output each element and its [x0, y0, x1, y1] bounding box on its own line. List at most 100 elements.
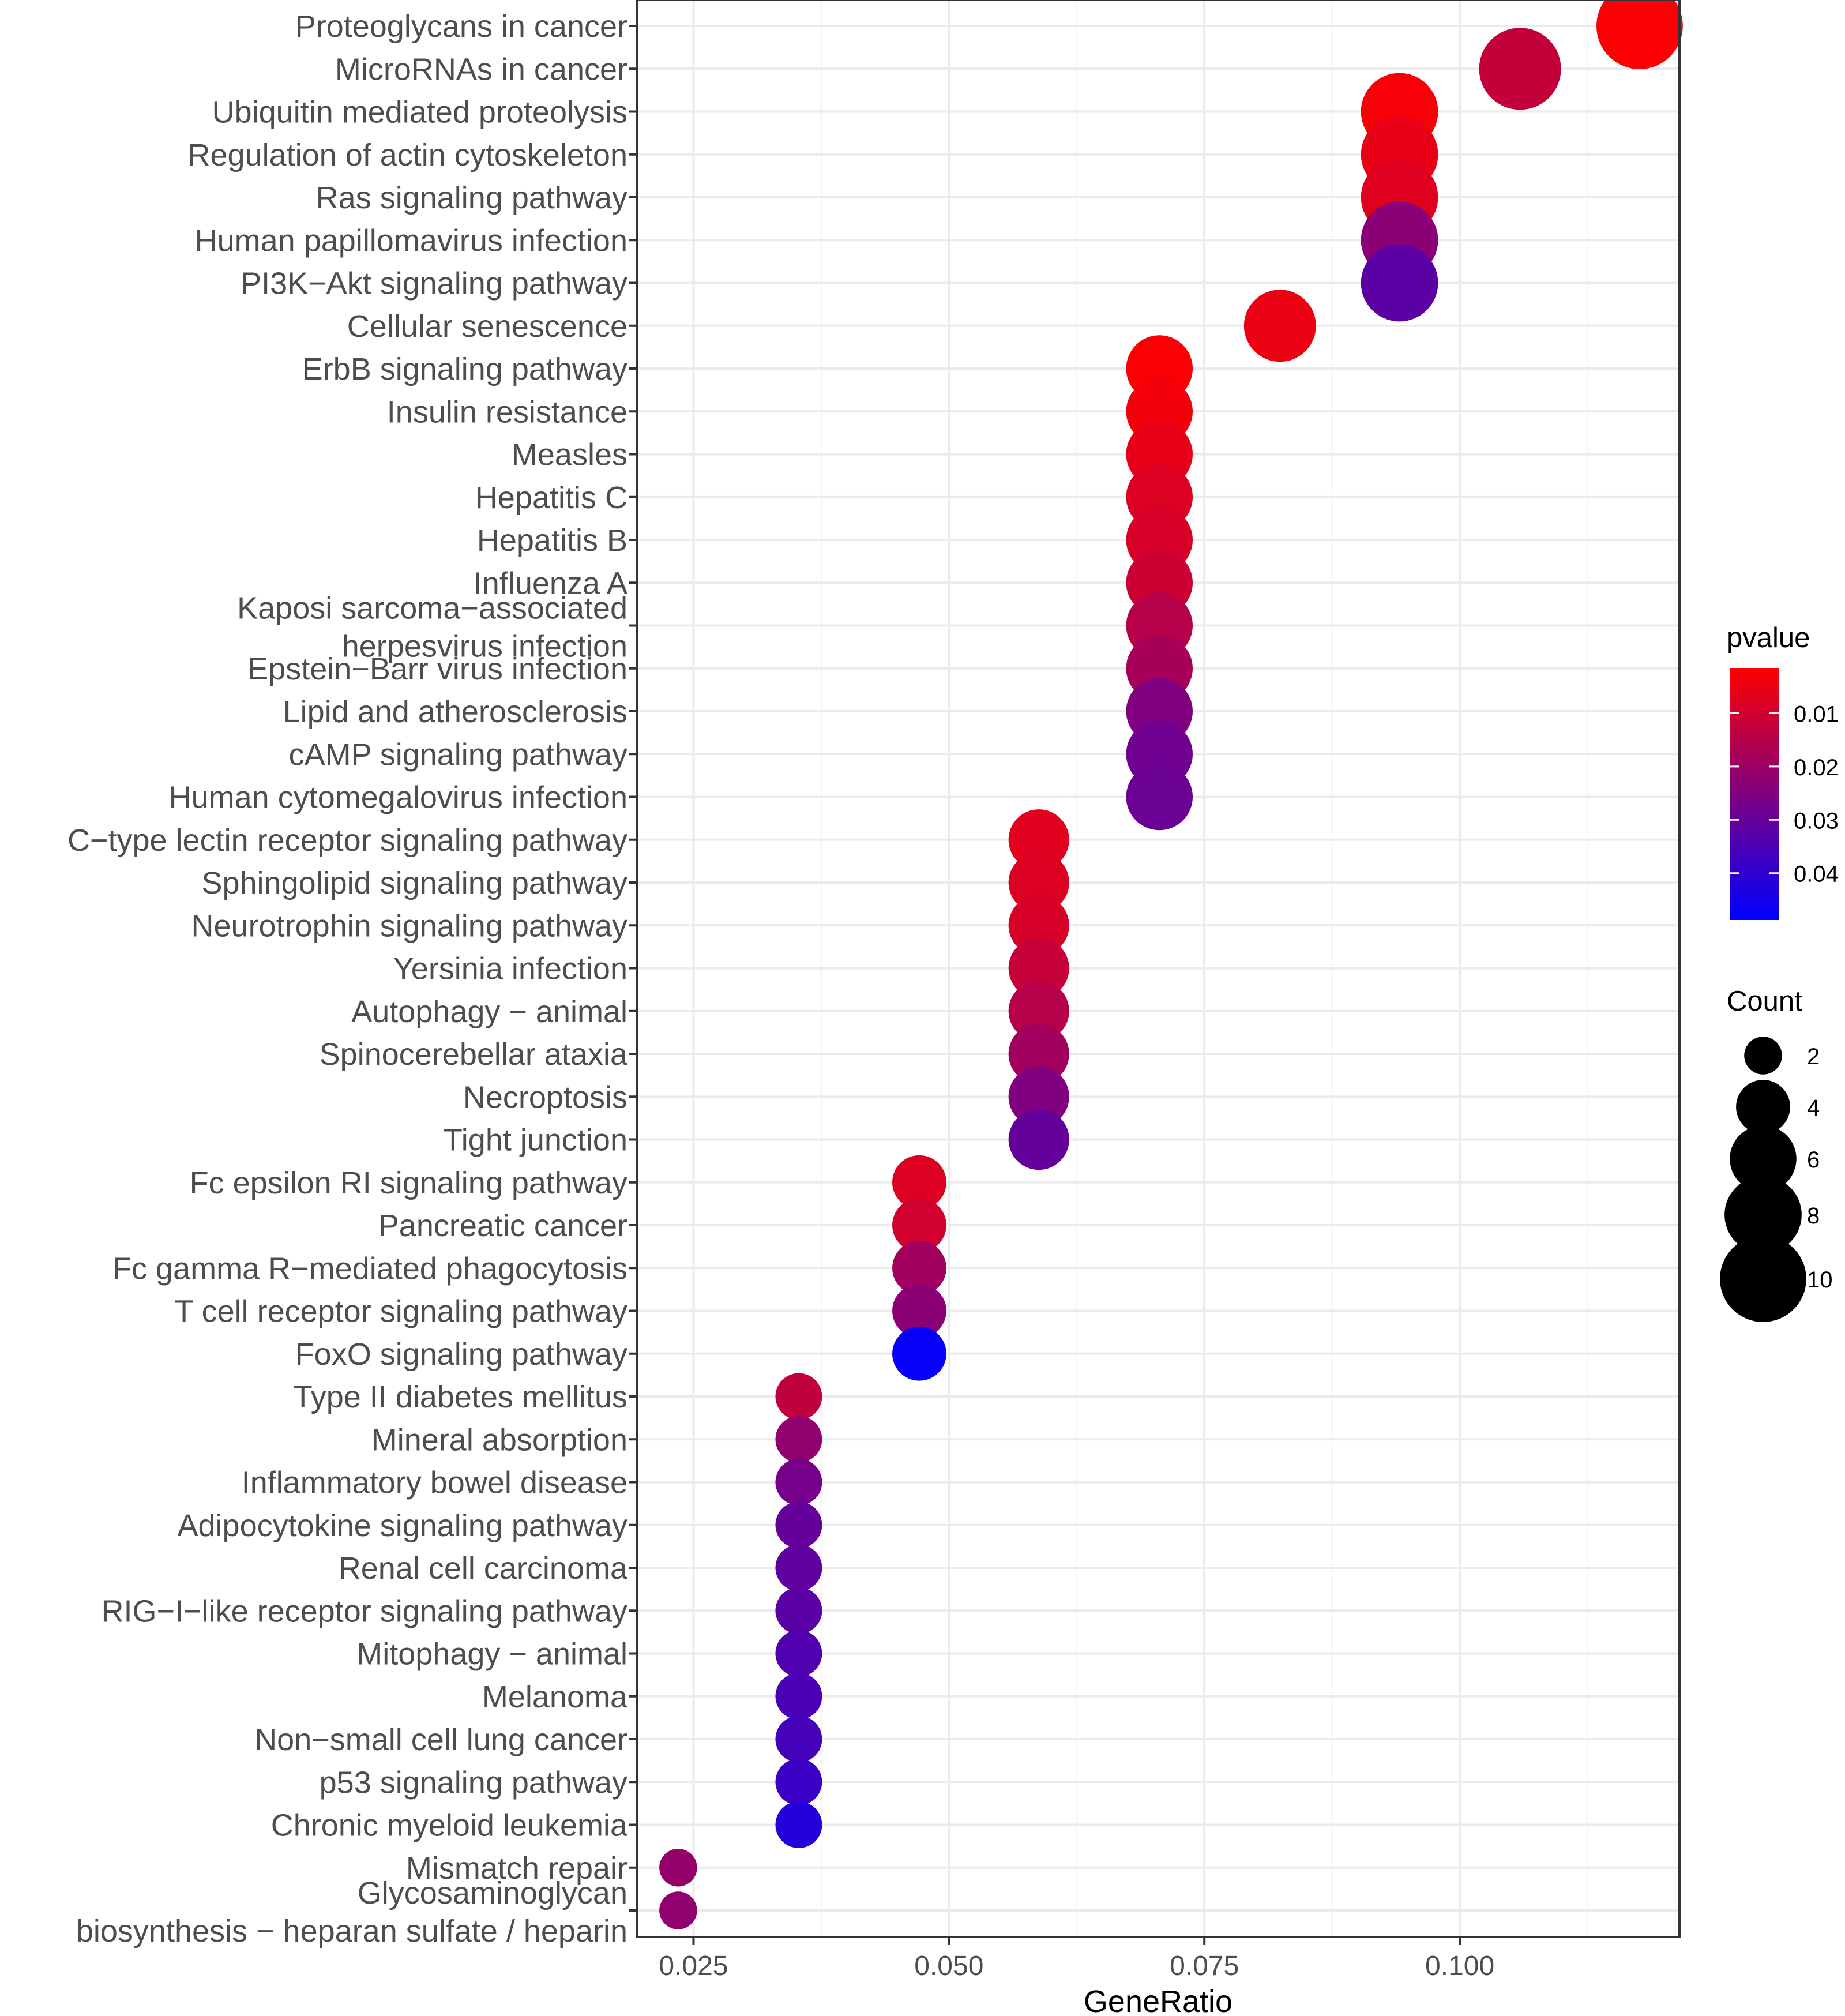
dot-point — [1008, 852, 1069, 913]
y-tick-label: Renal cell carcinoma — [339, 1551, 628, 1586]
dot-point — [1008, 1066, 1069, 1127]
y-tick-label: FoxO signaling pathway — [295, 1337, 627, 1372]
dot-point — [775, 1673, 822, 1720]
count-legend-label: 8 — [1807, 1203, 1820, 1229]
dot-point — [775, 1801, 822, 1848]
dot-point — [1479, 28, 1561, 110]
y-tick-label: Glycosaminoglycan — [358, 1876, 627, 1910]
y-tick-label: Necroptosis — [463, 1080, 627, 1114]
y-tick-label: Autophagy − animal — [351, 994, 627, 1029]
dot-point — [1008, 1023, 1069, 1084]
count-legend-title: Count — [1727, 986, 1802, 1017]
dot-point — [892, 1155, 946, 1210]
y-tick-label: biosynthesis − heparan sulfate / heparin — [76, 1914, 627, 1949]
y-tick-label: Sphingolipid signaling pathway — [201, 866, 627, 900]
y-tick-label: Mismatch repair — [406, 1851, 627, 1886]
y-tick-label: MicroRNAs in cancer — [335, 52, 627, 87]
y-tick-label: Type II diabetes mellitus — [294, 1380, 627, 1414]
dot-point — [775, 1416, 822, 1463]
count-legend-dot — [1730, 1125, 1797, 1192]
pvalue-colorbar — [1730, 668, 1779, 920]
count-legend-label: 10 — [1807, 1267, 1833, 1293]
y-tick-label: Insulin resistance — [387, 395, 627, 429]
y-tick-label: Human papillomavirus infection — [195, 223, 627, 258]
dot-point — [775, 1544, 822, 1591]
y-tick-label: Mitophagy − animal — [356, 1637, 627, 1672]
dot-point — [1008, 809, 1069, 870]
dot-point — [775, 1373, 822, 1420]
y-tick-label: ErbB signaling pathway — [302, 352, 627, 386]
y-tick-label: C−type lectin receptor signaling pathway — [67, 823, 627, 858]
y-tick-label: Neurotrophin signaling pathway — [191, 908, 627, 943]
dot-point — [775, 1630, 822, 1677]
dot-point — [1243, 290, 1316, 362]
dot-point — [1596, 0, 1683, 69]
dot-point — [775, 1501, 822, 1549]
y-tick-label: PI3K−Akt signaling pathway — [241, 266, 627, 301]
y-tick-label: Non−small cell lung cancer — [254, 1722, 627, 1757]
dot-point — [892, 1326, 946, 1381]
y-tick-label: Fc epsilon RI signaling pathway — [190, 1166, 627, 1200]
x-tick-label: 0.025 — [659, 1951, 728, 1981]
dot-point — [1008, 937, 1069, 999]
x-tick-label: 0.050 — [914, 1951, 983, 1981]
count-legend-dot — [1736, 1080, 1790, 1134]
y-tick-label: Ras signaling pathway — [316, 181, 627, 215]
y-tick-label: Mineral absorption — [371, 1422, 627, 1457]
x-axis-title: GeneRatio — [1084, 1984, 1232, 2016]
colorbar-tick-label: 0.04 — [1794, 862, 1839, 887]
y-tick-label: Yersinia infection — [393, 952, 627, 986]
y-tick-label: Regulation of actin cytoskeleton — [188, 138, 627, 172]
y-tick-label: Cellular senescence — [347, 309, 627, 344]
y-tick-label: Influenza A — [474, 566, 627, 600]
y-tick-label: Chronic myeloid leukemia — [271, 1808, 628, 1843]
y-tick-label: Measles — [512, 438, 627, 472]
dot-point — [775, 1459, 822, 1506]
y-tick-label: Melanoma — [482, 1680, 628, 1714]
dot-point — [1361, 244, 1438, 322]
colorbar-tick-label: 0.03 — [1794, 808, 1839, 834]
count-legend: Count 2 4 6 8 10 — [1720, 986, 1833, 1322]
dot-point — [775, 1587, 822, 1634]
dot-point — [1008, 895, 1069, 956]
y-tick-label: Hepatitis B — [477, 523, 627, 558]
dot-point — [775, 1758, 822, 1805]
dot-point — [659, 1891, 697, 1929]
count-legend-label: 2 — [1807, 1044, 1820, 1069]
colorbar-tick-label: 0.01 — [1794, 702, 1839, 727]
y-tick-label: Hepatitis C — [475, 480, 627, 515]
dot-point — [1126, 763, 1193, 831]
y-tick-label: Tight junction — [444, 1123, 627, 1158]
y-tick-label: Adipocytokine signaling pathway — [178, 1508, 628, 1543]
dot-point — [892, 1198, 946, 1252]
count-legend-dot — [1724, 1176, 1802, 1253]
y-tick-label: Inflammatory bowel disease — [242, 1466, 627, 1500]
y-tick-label: T cell receptor signaling pathway — [175, 1294, 627, 1329]
y-tick-label: Fc gamma R−mediated phagocytosis — [112, 1251, 627, 1286]
y-tick-label: Lipid and atherosclerosis — [283, 694, 627, 729]
x-axis: GeneRatio 0.025 0.050 0.075 0.100 — [659, 1937, 1494, 2016]
y-tick-label: p53 signaling pathway — [320, 1765, 627, 1800]
count-legend-label: 6 — [1807, 1147, 1820, 1173]
colorbar-tick-label: 0.02 — [1794, 755, 1839, 780]
dot-point — [1008, 1109, 1069, 1170]
y-tick-label: Pancreatic cancer — [378, 1208, 627, 1243]
y-tick-label: herpesvirus infection — [342, 629, 627, 664]
y-tick-label: RIG−I−like receptor signaling pathway — [102, 1594, 628, 1628]
count-legend-dot — [1744, 1037, 1782, 1075]
count-legend-label: 4 — [1807, 1095, 1820, 1121]
dot-point — [1008, 981, 1069, 1042]
pvalue-legend-title: pvalue — [1727, 622, 1810, 654]
y-axis: Proteoglycans in cancer MicroRNAs in canc… — [67, 9, 637, 1949]
x-tick-label: 0.100 — [1425, 1951, 1494, 1981]
count-legend-dot — [1720, 1236, 1806, 1322]
x-tick-label: 0.075 — [1170, 1951, 1239, 1981]
y-tick-label: Human cytomegalovirus infection — [169, 780, 627, 815]
dot-point — [892, 1241, 946, 1296]
data-points — [659, 0, 1683, 1929]
y-tick-label: Epstein−Barr virus infection — [247, 652, 627, 686]
y-tick-label: Proteoglycans in cancer — [295, 9, 627, 44]
y-tick-label: Ubiquitin mediated proteolysis — [212, 95, 627, 130]
dot-point — [892, 1283, 946, 1338]
